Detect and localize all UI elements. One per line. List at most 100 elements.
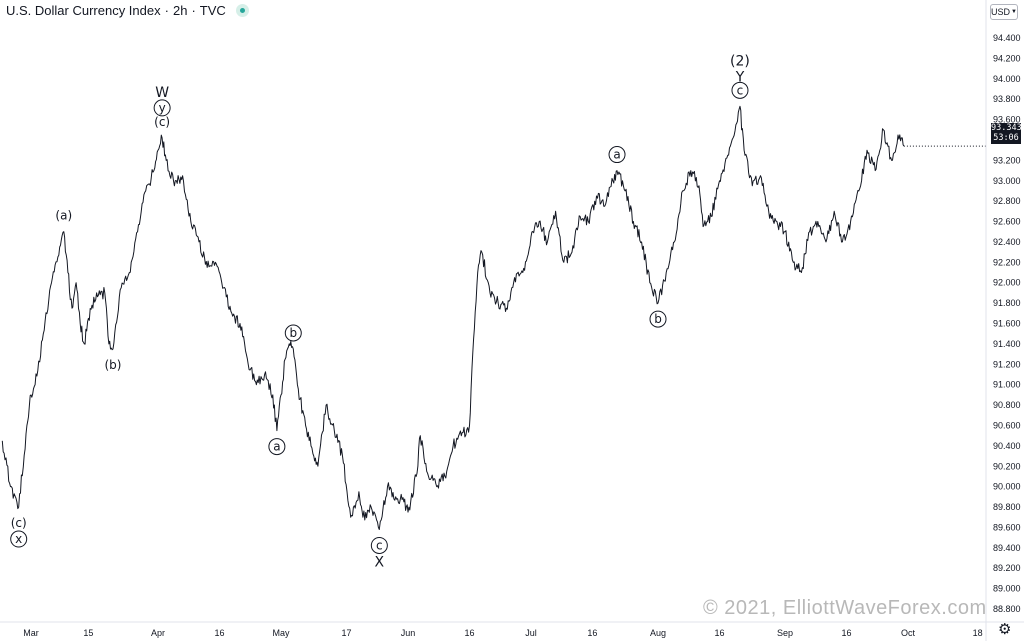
bar-countdown: 53:06 <box>993 133 1019 143</box>
wave-label: (c) <box>11 516 27 530</box>
currency-button[interactable]: USD ▼ <box>990 4 1018 20</box>
time-tick-label: Sep <box>777 628 793 638</box>
data-source: TVC <box>199 3 226 18</box>
price-series-line[interactable] <box>1 105 905 530</box>
price-tick-label: 91.600 <box>993 319 1021 329</box>
wave-label-circle <box>268 438 286 456</box>
wave-label-circled: b <box>284 324 302 342</box>
price-tick-label: 92.400 <box>993 237 1021 247</box>
wave-label-circle <box>731 81 749 99</box>
wave-label-circle <box>284 324 302 342</box>
wave-label-text: X <box>375 554 385 570</box>
price-tick-label: 90.600 <box>993 420 1021 430</box>
price-tick-label: 90.200 <box>993 461 1021 471</box>
wave-label-circle <box>153 99 171 117</box>
time-tick-label: Jul <box>525 628 537 638</box>
price-tick-label: 92.800 <box>993 196 1021 206</box>
wave-label-text: (a) <box>55 209 72 223</box>
wave-label-circled: a <box>608 146 626 164</box>
wave-label: (2) <box>730 53 750 69</box>
price-axis[interactable]: 94.40094.20094.00093.80093.60093.40093.2… <box>993 33 1021 614</box>
wave-label-circle <box>10 530 28 548</box>
price-tick-label: 89.600 <box>993 522 1021 532</box>
wave-label: X <box>375 554 385 570</box>
last-price-value: 93.343 <box>991 123 1022 133</box>
price-tick-label: 92.200 <box>993 257 1021 267</box>
wave-label-circled: c <box>370 536 388 554</box>
wave-label: Y <box>735 69 745 85</box>
price-tick-label: 93.800 <box>993 94 1021 104</box>
wave-label: (c) <box>154 115 170 129</box>
price-line-layer <box>1 105 986 530</box>
wave-label-text: b <box>654 312 662 326</box>
wave-label-text: (c) <box>154 115 170 129</box>
wave-label-text: Y <box>735 69 745 85</box>
price-tick-label: 89.400 <box>993 543 1021 553</box>
price-tick-label: 91.200 <box>993 359 1021 369</box>
chart-interval[interactable]: 2h <box>172 3 188 18</box>
price-tick-label: 94.000 <box>993 74 1021 84</box>
wave-label-circled: a <box>268 438 286 456</box>
wave-label: (a) <box>55 209 72 223</box>
wave-label-text: b <box>289 326 297 340</box>
time-tick-label: Aug <box>650 628 666 638</box>
chart-title-bar[interactable]: U.S. Dollar Currency Index · 2h · TVC <box>6 3 249 18</box>
wave-label-circle <box>370 536 388 554</box>
wave-label-text: y <box>159 101 166 115</box>
wave-label-text: a <box>273 440 280 454</box>
time-tick-label: Jun <box>401 628 416 638</box>
time-tick-label: 18 <box>973 628 983 638</box>
wave-label-text: W <box>155 85 169 101</box>
price-tick-label: 89.000 <box>993 584 1021 594</box>
price-axis-panel[interactable] <box>986 0 1024 622</box>
price-tick-label: 92.600 <box>993 217 1021 227</box>
price-tick-label: 90.400 <box>993 441 1021 451</box>
time-tick-label: Mar <box>23 628 39 638</box>
title-separator: · <box>164 3 169 18</box>
price-tick-label: 91.000 <box>993 380 1021 390</box>
time-tick-label: Oct <box>901 628 916 638</box>
wave-label: (b) <box>104 358 121 372</box>
watermark: © 2021, ElliottWaveForex.com <box>703 597 987 619</box>
time-tick-label: 16 <box>464 628 474 638</box>
wave-label-text: c <box>737 83 744 97</box>
price-tick-label: 93.600 <box>993 115 1021 125</box>
wave-label-circle <box>649 310 667 328</box>
wave-label-circled: c <box>731 81 749 99</box>
wave-label: W <box>155 85 169 101</box>
symbol-name[interactable]: U.S. Dollar Currency Index <box>6 3 161 18</box>
time-axis[interactable]: Mar 15 Apr 16 May 17 Jun 16 Jul 16 Aug 16 Sep 16 Oct 18 <box>23 628 982 638</box>
price-tick-label: 90.000 <box>993 482 1021 492</box>
wave-label-circled: x <box>10 530 28 548</box>
time-tick-label: 16 <box>587 628 597 638</box>
time-tick-label: 16 <box>714 628 724 638</box>
time-tick-label: 16 <box>215 628 225 638</box>
time-tick-label: 16 <box>842 628 852 638</box>
price-tick-label: 88.800 <box>993 604 1021 614</box>
wave-label-circle <box>608 146 626 164</box>
time-tick-label: 15 <box>83 628 93 638</box>
wave-label-circled: y <box>153 99 171 117</box>
last-price-tag: 93.343 53:06 <box>991 123 1022 144</box>
price-tick-label: 89.800 <box>993 502 1021 512</box>
price-tick-label: 94.400 <box>993 33 1021 43</box>
wave-label-text: c <box>376 538 383 552</box>
price-tick-label: 93.200 <box>993 155 1021 165</box>
price-tick-label: 91.800 <box>993 298 1021 308</box>
price-tick-label: 89.200 <box>993 563 1021 573</box>
currency-label: USD <box>991 7 1011 17</box>
title-separator: · <box>191 3 196 18</box>
wave-label-text: (b) <box>104 358 121 372</box>
wave-label-text: (c) <box>11 516 27 530</box>
time-tick-label: May <box>272 628 290 638</box>
price-tick-label: 92.000 <box>993 278 1021 288</box>
price-tick-label: 93.000 <box>993 176 1021 186</box>
price-tick-label: 94.200 <box>993 53 1021 63</box>
time-tick-label: Apr <box>151 628 165 638</box>
price-tick-label: 90.800 <box>993 400 1021 410</box>
chevron-down-icon: ▼ <box>1011 9 1017 15</box>
gear-icon[interactable]: ⚙ <box>998 621 1012 638</box>
wave-label-text: (2) <box>730 53 750 69</box>
